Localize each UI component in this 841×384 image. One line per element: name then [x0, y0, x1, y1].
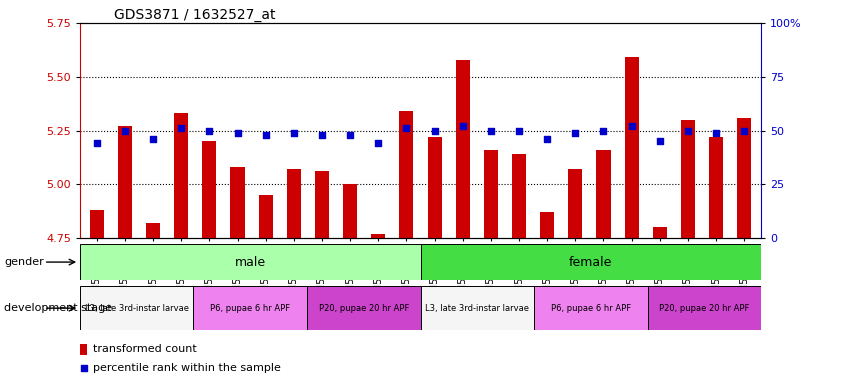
Point	[541, 136, 554, 142]
Bar	[540, 212, 554, 238]
Point	[456, 123, 469, 129]
Text: L3, late 3rd-instar larvae: L3, late 3rd-instar larvae	[426, 304, 529, 313]
Point	[230, 130, 244, 136]
Text: transformed count: transformed count	[93, 344, 197, 354]
Point	[203, 127, 216, 134]
Bar	[427, 137, 442, 238]
Bar	[648, 286, 761, 330]
Bar	[307, 286, 420, 330]
Bar	[230, 167, 245, 238]
Bar	[709, 137, 723, 238]
Text: P6, pupae 6 hr APF: P6, pupae 6 hr APF	[210, 304, 290, 313]
Bar	[534, 286, 648, 330]
Point	[597, 127, 611, 134]
Bar	[420, 286, 534, 330]
Point	[738, 127, 751, 134]
Text: L3, late 3rd-instar larvae: L3, late 3rd-instar larvae	[85, 304, 188, 313]
Text: development stage: development stage	[4, 303, 113, 313]
Text: P20, pupae 20 hr APF: P20, pupae 20 hr APF	[319, 304, 409, 313]
Text: female: female	[569, 256, 612, 268]
Bar	[420, 244, 761, 280]
Bar	[512, 154, 526, 238]
Text: GDS3871 / 1632527_at: GDS3871 / 1632527_at	[114, 8, 276, 22]
Bar	[90, 210, 103, 238]
Bar	[681, 120, 695, 238]
Bar	[174, 113, 188, 238]
Point	[315, 132, 329, 138]
Bar	[371, 234, 385, 238]
Text: male: male	[235, 256, 266, 268]
Point	[259, 132, 272, 138]
Text: gender: gender	[4, 257, 44, 267]
Bar	[193, 286, 307, 330]
Point	[287, 130, 300, 136]
Point	[372, 141, 385, 147]
Bar	[343, 184, 357, 238]
Bar	[80, 286, 193, 330]
Bar	[287, 169, 301, 238]
Point	[709, 130, 722, 136]
Point	[343, 132, 357, 138]
Point	[399, 125, 413, 131]
Point	[484, 127, 498, 134]
Bar	[484, 150, 498, 238]
Text: percentile rank within the sample: percentile rank within the sample	[93, 363, 281, 373]
Bar	[146, 223, 160, 238]
Point	[428, 127, 442, 134]
Bar	[80, 244, 420, 280]
Bar	[118, 126, 132, 238]
Text: P6, pupae 6 hr APF: P6, pupae 6 hr APF	[551, 304, 631, 313]
Bar	[203, 141, 216, 238]
Bar	[80, 344, 87, 355]
Point	[174, 125, 188, 131]
Point	[625, 123, 638, 129]
Point	[90, 141, 103, 147]
Bar	[569, 169, 582, 238]
Bar	[315, 171, 329, 238]
Point	[681, 127, 695, 134]
Bar	[456, 60, 470, 238]
Bar	[259, 195, 272, 238]
Bar	[596, 150, 611, 238]
Point	[653, 138, 667, 144]
Point	[512, 127, 526, 134]
Bar	[625, 58, 638, 238]
Point	[146, 136, 160, 142]
Point	[119, 127, 132, 134]
Bar	[738, 118, 751, 238]
Point	[352, 277, 365, 283]
Bar	[399, 111, 414, 238]
Point	[569, 130, 582, 136]
Text: P20, pupae 20 hr APF: P20, pupae 20 hr APF	[659, 304, 749, 313]
Bar	[653, 227, 667, 238]
